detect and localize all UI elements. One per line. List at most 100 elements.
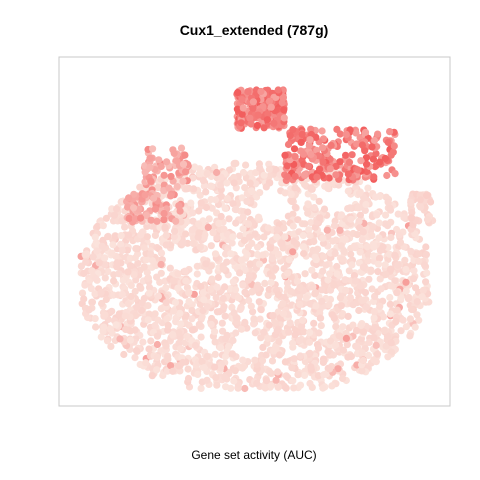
cell-point [296,300,304,309]
cell-point [164,355,172,363]
cell-point [356,211,364,219]
cell-point [336,158,344,166]
cell-point [342,151,350,159]
cell-point [324,276,332,284]
cell-point [339,346,347,354]
cell-point [296,352,304,360]
cell-point [339,255,347,263]
cell-point [264,110,272,118]
cell-point [189,209,197,217]
cell-point [260,124,268,132]
cell-point [380,327,388,335]
cell-point [244,220,252,228]
cell-point [357,321,365,329]
cell-point [333,125,341,133]
cell-point [188,226,196,234]
cell-point [302,294,310,302]
cell-point [199,289,207,297]
cell-point [151,205,159,213]
cell-point [234,89,242,97]
cell-point [179,239,187,247]
cell-point [393,289,401,297]
cell-point [211,363,219,371]
cell-point [278,239,286,247]
cell-point [316,314,324,322]
cell-point [246,179,254,187]
cell-point [407,247,415,255]
cell-point [177,320,185,328]
cell-point [80,295,88,303]
cell-point [423,215,432,224]
cell-point [370,173,378,181]
cell-point [374,268,382,276]
cell-point [265,97,273,105]
cell-point [268,254,276,263]
cell-point [101,311,109,319]
cell-point [256,189,264,197]
cell-point [239,281,247,289]
cell-point [390,142,398,150]
cell-point [123,246,131,254]
cell-point [289,377,297,385]
cell-point [257,306,265,314]
cell-point [181,267,189,275]
cell-point [110,211,119,219]
cell-point [384,353,392,361]
cell-point [411,323,419,331]
cell-point [297,138,305,146]
cell-point [125,194,133,202]
cell-point [344,353,352,361]
cell-point [147,216,155,224]
cell-point [264,334,272,343]
cell-point [230,179,238,187]
cell-point [207,195,215,204]
cell-point [241,318,249,326]
cell-point [381,261,389,269]
cell-point [394,210,402,218]
cell-point [156,223,164,231]
cell-point [182,230,190,238]
cell-point [229,233,237,241]
cell-point [131,254,139,262]
cell-point [127,281,135,289]
cell-point [319,144,327,152]
cell-point [251,230,259,238]
cell-point [356,248,364,256]
scatter-points [77,86,437,393]
cell-point [370,136,379,145]
cell-point [231,205,239,213]
cell-point [156,278,164,286]
cell-point [350,272,358,280]
cell-point [165,184,173,192]
cell-point [386,300,394,308]
cell-point [387,339,395,347]
cell-point [336,226,344,234]
cell-point [353,342,361,351]
cell-point [110,277,118,285]
cell-point [91,233,99,241]
cell-point [223,194,232,203]
cell-point [256,164,264,172]
cell-point [320,371,328,379]
cell-point [80,269,88,278]
cell-point [131,287,139,296]
cell-point [386,204,394,212]
cell-point [145,310,153,318]
cell-point [352,183,360,191]
cell-point [173,183,181,191]
cell-point [233,105,241,113]
cell-point [251,356,259,364]
cell-point [189,217,197,225]
cell-point [393,225,401,234]
cell-point [394,261,402,269]
cell-point [143,233,151,241]
cell-point [272,264,280,273]
x-axis-label: Gene set activity (AUC) [191,448,316,462]
cell-point [218,319,226,327]
cell-point [376,158,384,166]
cell-point [370,252,378,260]
cell-point [414,257,423,265]
cell-point [345,267,353,275]
cell-point [348,261,356,269]
cell-point [417,203,425,211]
